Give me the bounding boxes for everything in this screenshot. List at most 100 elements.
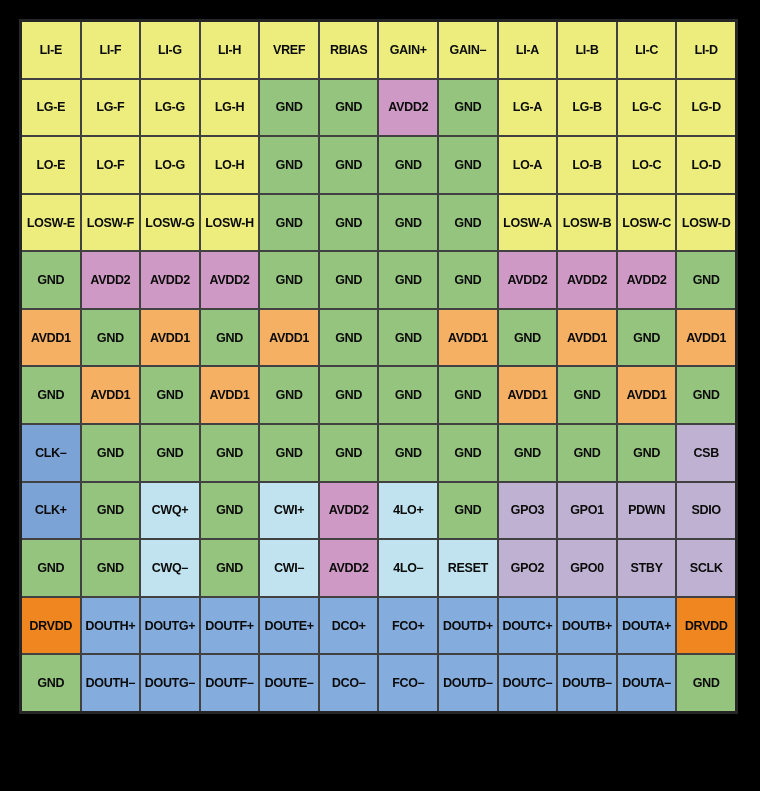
pin-cell-losw-d: LOSW-D xyxy=(677,194,735,251)
pin-cell-gnd: GND xyxy=(260,137,318,193)
pin-cell-reset: RESET xyxy=(439,540,497,596)
pin-cell-li-d: LI-D xyxy=(677,22,735,78)
pin-cell-gnd: GND xyxy=(260,367,318,424)
pin-cell-doutg-: DOUTG+ xyxy=(141,597,199,654)
pin-cell-gnd: GND xyxy=(319,367,378,424)
pin-cell-cwq-: CWQ+ xyxy=(141,482,199,539)
pin-cell-gnd: GND xyxy=(22,655,80,711)
pin-cell-sclk: SCLK xyxy=(677,540,735,596)
pin-cell-doutc-: DOUTC– xyxy=(498,655,557,711)
pin-cell-gnd: GND xyxy=(439,425,497,481)
pin-cell-gpo1: GPO1 xyxy=(558,482,616,539)
pin-cell-doute-: DOUTE– xyxy=(260,655,318,711)
pin-cell-gnd: GND xyxy=(81,540,140,596)
pin-cell-avdd2: AVDD2 xyxy=(379,79,438,136)
pin-cell-gnd: GND xyxy=(617,425,676,481)
pin-cell-lo-e: LO-E xyxy=(22,137,80,193)
pin-cell-dco-: DCO+ xyxy=(319,597,378,654)
pin-cell-4lo-: 4LO– xyxy=(379,540,438,596)
pin-cell-li-c: LI-C xyxy=(617,22,676,78)
pin-cell-gpo2: GPO2 xyxy=(498,540,557,596)
pin-cell-douth-: DOUTH– xyxy=(81,655,140,711)
pin-cell-gnd: GND xyxy=(200,309,259,366)
pin-cell-gnd: GND xyxy=(677,252,735,308)
pin-cell-gnd: GND xyxy=(260,252,318,308)
pin-cell-gnd: GND xyxy=(379,309,438,366)
pin-cell-avdd2: AVDD2 xyxy=(617,252,676,308)
pin-cell-gnd: GND xyxy=(22,540,80,596)
pin-cell-doutg-: DOUTG– xyxy=(141,655,199,711)
pin-cell-avdd1: AVDD1 xyxy=(677,309,735,366)
pin-cell-lg-f: LG-F xyxy=(81,79,140,136)
pin-cell-avdd2: AVDD2 xyxy=(319,482,378,539)
pin-cell-losw-f: LOSW-F xyxy=(81,194,140,251)
pin-cell-li-h: LI-H xyxy=(200,22,259,78)
pin-cell-lg-a: LG-A xyxy=(498,79,557,136)
pin-cell-doutb-: DOUTB– xyxy=(558,655,616,711)
pin-cell-gnd: GND xyxy=(439,79,497,136)
pin-cell-lo-g: LO-G xyxy=(141,137,199,193)
pin-cell-gnd: GND xyxy=(200,482,259,539)
pin-cell-drvdd: DRVDD xyxy=(677,597,735,654)
pin-cell-vref: VREF xyxy=(260,22,318,78)
pin-cell-doutf-: DOUTF+ xyxy=(200,597,259,654)
pin-cell-avdd1: AVDD1 xyxy=(498,367,557,424)
pin-cell-avdd1: AVDD1 xyxy=(200,367,259,424)
pin-cell-douta-: DOUTA– xyxy=(617,655,676,711)
pin-cell-pdwn: PDWN xyxy=(617,482,676,539)
pin-cell-gnd: GND xyxy=(677,367,735,424)
pin-cell-avdd2: AVDD2 xyxy=(558,252,616,308)
pin-cell-gnd: GND xyxy=(558,425,616,481)
pin-cell-lg-g: LG-G xyxy=(141,79,199,136)
pin-cell-doutd-: DOUTD+ xyxy=(439,597,497,654)
pin-cell-cwi-: CWI– xyxy=(260,540,318,596)
pin-cell-gnd: GND xyxy=(319,252,378,308)
pin-cell-avdd1: AVDD1 xyxy=(81,367,140,424)
pin-cell-avdd2: AVDD2 xyxy=(81,252,140,308)
pin-cell-gnd: GND xyxy=(319,194,378,251)
pin-cell-lo-f: LO-F xyxy=(81,137,140,193)
pin-cell-lo-d: LO-D xyxy=(677,137,735,193)
pin-cell-avdd2: AVDD2 xyxy=(498,252,557,308)
pin-cell-gnd: GND xyxy=(260,425,318,481)
pin-cell-clk-: CLK+ xyxy=(22,482,80,539)
pin-cell-avdd1: AVDD1 xyxy=(22,309,80,366)
pin-cell-avdd1: AVDD1 xyxy=(439,309,497,366)
pin-cell-li-e: LI-E xyxy=(22,22,80,78)
pin-cell-gnd: GND xyxy=(379,252,438,308)
pin-cell-losw-g: LOSW-G xyxy=(141,194,199,251)
pin-cell-avdd2: AVDD2 xyxy=(200,252,259,308)
pin-cell-losw-c: LOSW-C xyxy=(617,194,676,251)
pin-cell-lg-c: LG-C xyxy=(617,79,676,136)
pin-cell-clk-: CLK– xyxy=(22,425,80,481)
pin-cell-gnd: GND xyxy=(558,367,616,424)
pin-cell-li-b: LI-B xyxy=(558,22,616,78)
pin-cell-avdd2: AVDD2 xyxy=(141,252,199,308)
pin-cell-losw-b: LOSW-B xyxy=(558,194,616,251)
pin-cell-lg-d: LG-D xyxy=(677,79,735,136)
pin-cell-fco-: FCO+ xyxy=(379,597,438,654)
pin-cell-avdd1: AVDD1 xyxy=(558,309,616,366)
pin-cell-gnd: GND xyxy=(200,425,259,481)
pin-cell-gnd: GND xyxy=(260,79,318,136)
pin-cell-gnd: GND xyxy=(319,309,378,366)
pin-cell-gain-: GAIN– xyxy=(439,22,497,78)
pin-cell-lo-b: LO-B xyxy=(558,137,616,193)
pin-cell-gnd: GND xyxy=(22,367,80,424)
pin-cell-gnd: GND xyxy=(260,194,318,251)
pin-cell-drvdd: DRVDD xyxy=(22,597,80,654)
pin-cell-losw-e: LOSW-E xyxy=(22,194,80,251)
pin-cell-gnd: GND xyxy=(498,309,557,366)
pin-cell-gnd: GND xyxy=(439,367,497,424)
pin-cell-gnd: GND xyxy=(439,252,497,308)
pin-cell-rbias: RBIAS xyxy=(319,22,378,78)
pin-cell-gnd: GND xyxy=(677,655,735,711)
pin-cell-gnd: GND xyxy=(81,309,140,366)
pin-cell-gnd: GND xyxy=(379,137,438,193)
pin-cell-douth-: DOUTH+ xyxy=(81,597,140,654)
pin-cell-dco-: DCO– xyxy=(319,655,378,711)
pin-cell-gnd: GND xyxy=(498,425,557,481)
pin-cell-avdd1: AVDD1 xyxy=(617,367,676,424)
pin-cell-gnd: GND xyxy=(379,194,438,251)
